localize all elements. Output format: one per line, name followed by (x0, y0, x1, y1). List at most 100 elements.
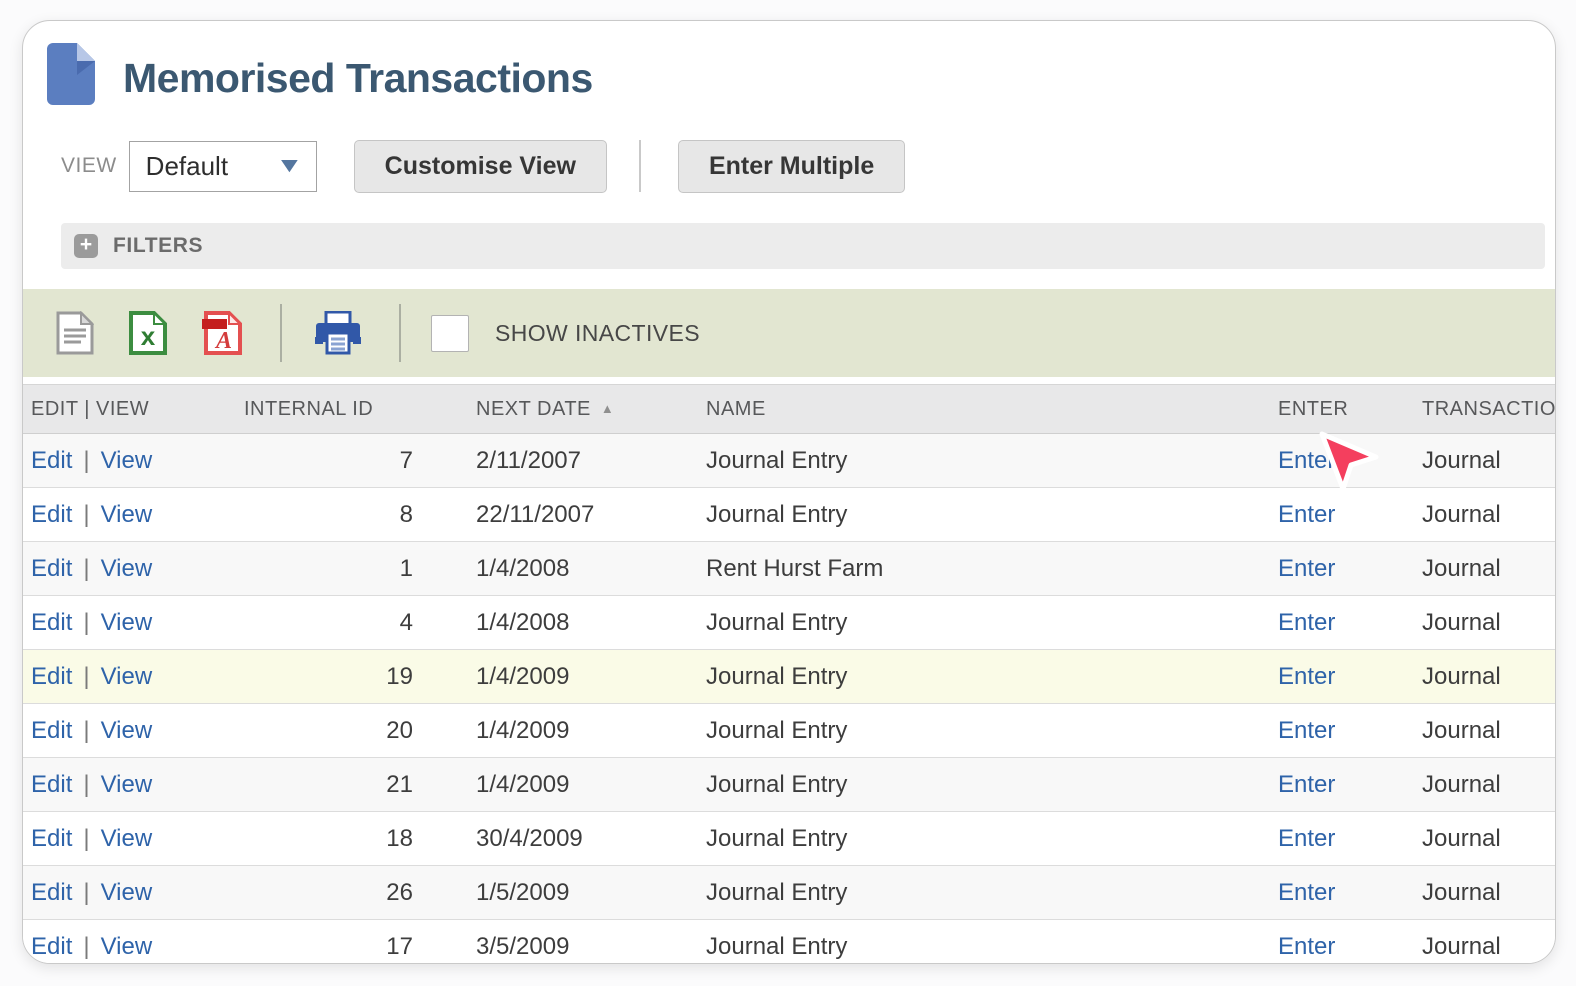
enter-link[interactable]: Enter (1278, 824, 1336, 852)
csv-export-icon[interactable] (56, 311, 94, 355)
enter-link[interactable]: Enter (1278, 446, 1336, 474)
next-date-cell: 30/4/2009 (476, 824, 583, 852)
print-icon[interactable] (315, 311, 361, 355)
enter-link[interactable]: Enter (1278, 554, 1336, 582)
name-cell: Journal Entry (706, 824, 848, 852)
next-date-cell: 1/4/2008 (476, 554, 570, 582)
enter-link[interactable]: Enter (1278, 878, 1336, 906)
enter-cell: Enter (1278, 555, 1422, 583)
edit-link[interactable]: Edit (31, 554, 73, 582)
filters-bar[interactable]: + FILTERS (61, 223, 1545, 269)
document-page-icon (47, 43, 95, 110)
view-link[interactable]: View (100, 878, 153, 906)
row-actions-cell: Edit | View (23, 501, 244, 529)
view-link[interactable]: View (100, 770, 153, 798)
name-cell: Journal Entry (706, 932, 848, 960)
toolbar-divider (280, 304, 282, 362)
row-actions-cell: Edit | View (23, 825, 244, 853)
show-inactives-checkbox[interactable] (431, 314, 469, 352)
next-date-cell: 1/4/2009 (476, 770, 570, 798)
internal-id-cell: 8 (399, 500, 413, 528)
enter-link[interactable]: Enter (1278, 770, 1336, 798)
edit-link[interactable]: Edit (31, 932, 73, 960)
next-date-cell: 22/11/2007 (476, 500, 595, 528)
enter-link[interactable]: Enter (1278, 716, 1336, 744)
enter-cell: Enter (1278, 825, 1422, 853)
view-dropdown[interactable]: Default ▼ (128, 140, 317, 192)
view-controls: VIEW Default ▼ Customise View Enter Mult… (61, 139, 906, 193)
header-enter: ENTER (1278, 397, 1349, 420)
edit-link[interactable]: Edit (31, 500, 73, 528)
transaction-type-cell: Journal (1422, 824, 1501, 852)
internal-id-cell: 17 (386, 932, 413, 960)
view-link[interactable]: View (100, 608, 153, 636)
show-inactives-label: SHOW INACTIVES (495, 319, 700, 346)
edit-link[interactable]: Edit (31, 662, 73, 690)
internal-id-cell: 26 (386, 878, 413, 906)
transaction-type-cell: Journal (1422, 554, 1501, 582)
view-link[interactable]: View (100, 500, 153, 528)
header-next-date[interactable]: NEXT DATE ▲ (476, 397, 615, 420)
name-cell: Rent Hurst Farm (706, 554, 884, 582)
row-actions-cell: Edit | View (23, 609, 244, 637)
transaction-type-cell: Journal (1422, 662, 1501, 690)
enter-link[interactable]: Enter (1278, 932, 1336, 960)
enter-cell: Enter (1278, 447, 1422, 475)
action-separator: | (83, 500, 90, 528)
internal-id-cell: 7 (399, 446, 413, 474)
table-row: Edit | View 20 1/4/2009 Journal Entry Ente… (23, 704, 1555, 758)
next-date-cell: 3/5/2009 (476, 932, 570, 960)
edit-link[interactable]: Edit (31, 824, 73, 852)
edit-link[interactable]: Edit (31, 716, 73, 744)
view-link[interactable]: View (100, 554, 153, 582)
action-separator: | (83, 878, 90, 906)
name-cell: Journal Entry (706, 716, 848, 744)
enter-cell: Enter (1278, 501, 1422, 529)
action-separator: | (83, 608, 90, 636)
svg-text:A: A (214, 328, 232, 354)
view-link[interactable]: View (100, 932, 153, 960)
name-cell: Journal Entry (706, 662, 848, 690)
edit-link[interactable]: Edit (31, 770, 73, 798)
next-date-cell: 2/11/2007 (476, 446, 581, 474)
next-date-cell: 1/4/2009 (476, 716, 570, 744)
table-row: Edit | View 26 1/5/2009 Journal Entry Ente… (23, 866, 1555, 920)
view-link[interactable]: View (100, 446, 153, 474)
header-internal-id[interactable]: INTERNAL ID (244, 397, 374, 420)
header-transaction-type[interactable]: TRANSACTION TYPE (1422, 397, 1555, 420)
table-header-row: EDIT | VIEW INTERNAL ID NEXT DATE ▲ NAME … (23, 384, 1555, 434)
table-row: Edit | View 1 1/4/2008 Rent Hurst Farm Ent… (23, 542, 1555, 596)
transaction-type-cell: Journal (1422, 932, 1501, 960)
edit-link[interactable]: Edit (31, 446, 73, 474)
row-actions-cell: Edit | View (23, 447, 244, 475)
edit-link[interactable]: Edit (31, 878, 73, 906)
edit-link[interactable]: Edit (31, 608, 73, 636)
table-body: Edit | View 7 2/11/2007 Journal Entry Ente… (23, 434, 1555, 963)
row-actions-cell: Edit | View (23, 555, 244, 583)
enter-multiple-button[interactable]: Enter Multiple (677, 139, 906, 193)
header-name[interactable]: NAME (706, 397, 766, 420)
expand-plus-icon[interactable]: + (74, 234, 98, 258)
action-separator: | (83, 662, 90, 690)
view-link[interactable]: View (100, 662, 153, 690)
row-actions-cell: Edit | View (23, 771, 244, 799)
enter-link[interactable]: Enter (1278, 662, 1336, 690)
view-link[interactable]: View (100, 716, 153, 744)
transaction-type-cell: Journal (1422, 770, 1501, 798)
next-date-cell: 1/5/2009 (476, 878, 570, 906)
transaction-type-cell: Journal (1422, 608, 1501, 636)
enter-link[interactable]: Enter (1278, 500, 1336, 528)
transaction-type-cell: Journal (1422, 716, 1501, 744)
name-cell: Journal Entry (706, 500, 848, 528)
customise-view-button[interactable]: Customise View (353, 139, 607, 193)
name-cell: Journal Entry (706, 446, 848, 474)
row-actions-cell: Edit | View (23, 663, 244, 691)
row-actions-cell: Edit | View (23, 933, 244, 961)
enter-link[interactable]: Enter (1278, 608, 1336, 636)
internal-id-cell: 18 (386, 824, 413, 852)
view-link[interactable]: View (100, 824, 153, 852)
excel-export-icon[interactable]: x (129, 311, 167, 355)
pdf-export-icon[interactable]: A (202, 311, 242, 355)
next-date-cell: 1/4/2009 (476, 662, 570, 690)
list-toolbar: x A SHOW INA (23, 289, 1555, 377)
